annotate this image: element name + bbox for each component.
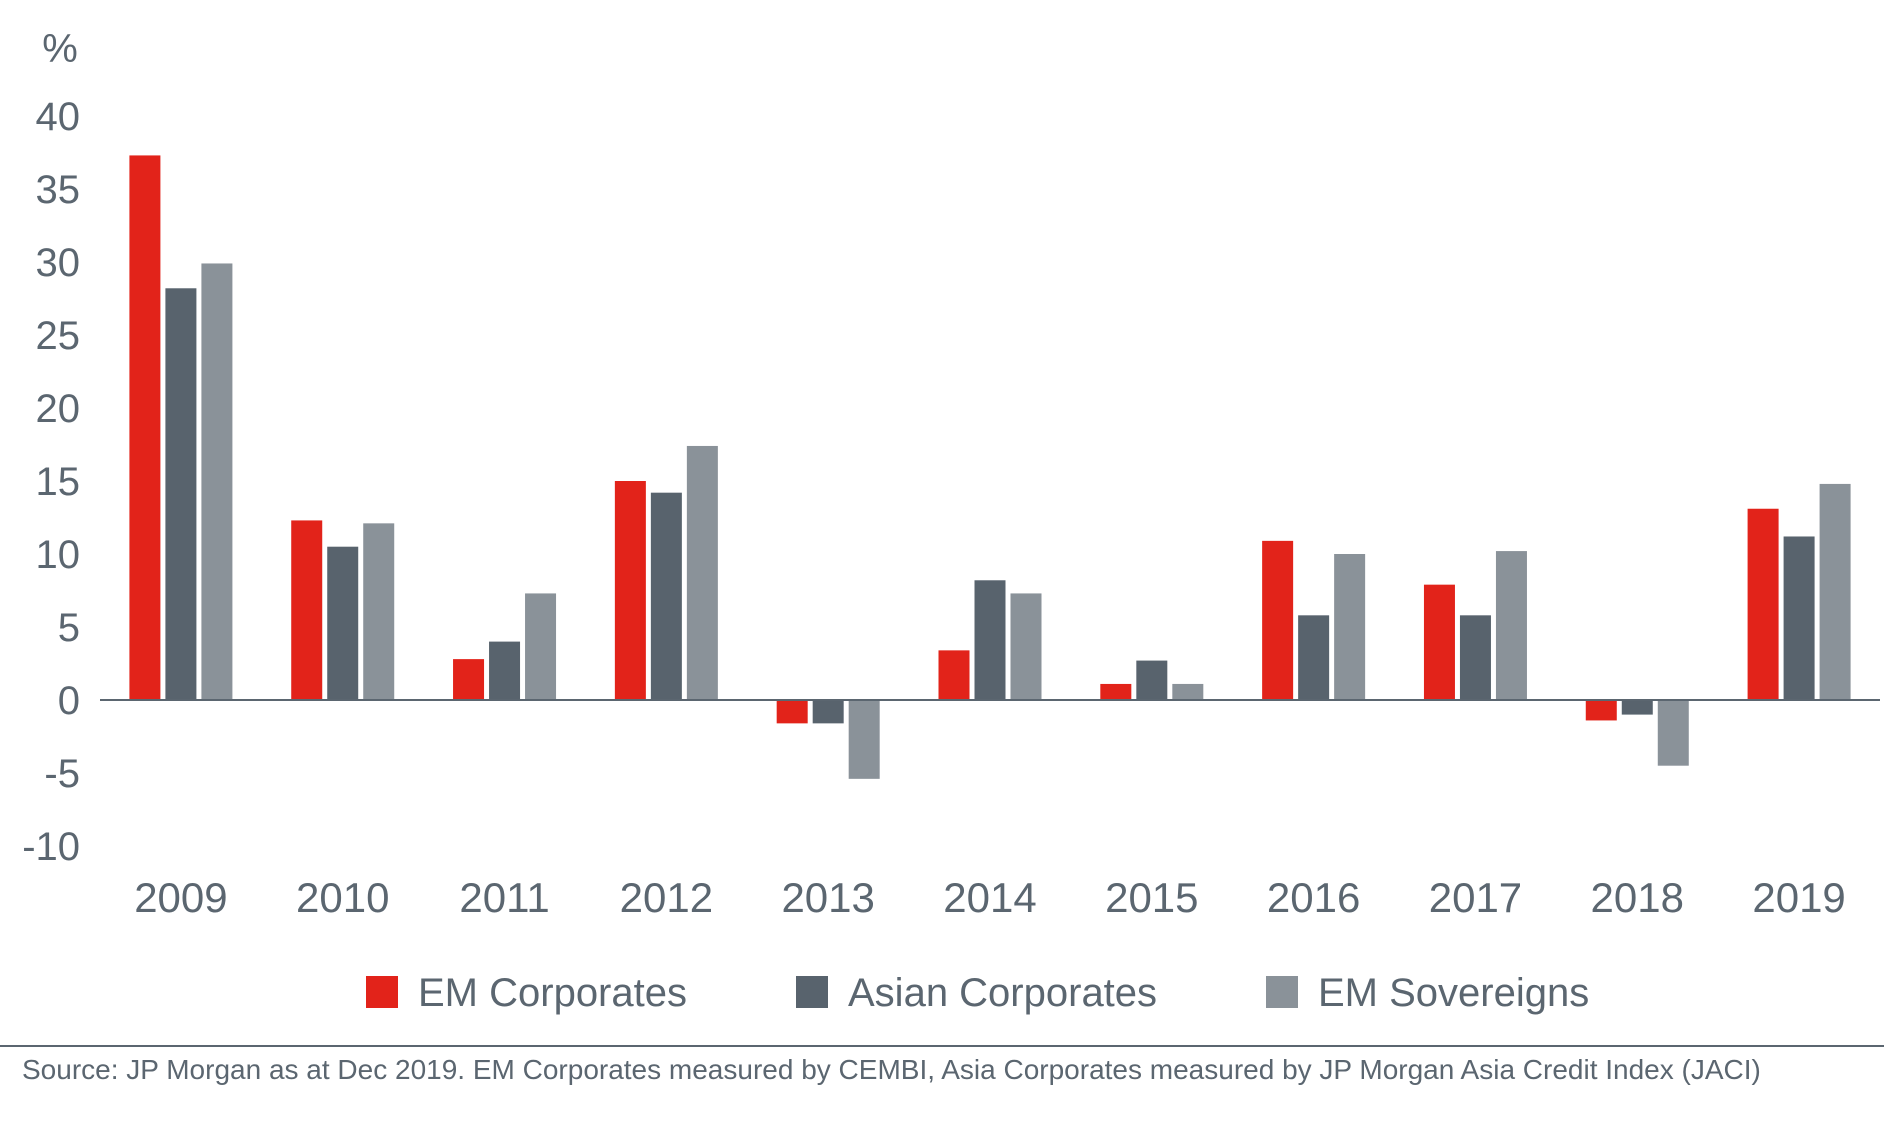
bar-em-sovereigns-2014 (1010, 593, 1042, 700)
legend-swatch (1266, 976, 1298, 1008)
bar-asian-corporates-2010 (327, 546, 359, 700)
bar-em-sovereigns-2019 (1819, 483, 1851, 700)
bar-asian-corporates-2016 (1298, 615, 1330, 700)
y-axis-unit-label: % (42, 27, 78, 71)
y-tick-label: 15 (36, 460, 81, 504)
y-tick-label: -5 (44, 752, 80, 796)
bar-em-corporates-2015 (1100, 683, 1132, 700)
bar-em-corporates-2016 (1262, 540, 1294, 700)
bar-asian-corporates-2009 (165, 288, 197, 700)
bar-em-corporates-2012 (614, 481, 646, 700)
legend-swatch (366, 976, 398, 1008)
bar-em-sovereigns-2015 (1172, 683, 1204, 700)
bar-em-corporates-2013 (776, 700, 808, 724)
bar-asian-corporates-2014 (974, 580, 1006, 700)
y-tick-label: 25 (36, 314, 81, 358)
x-tick-label: 2017 (1429, 874, 1522, 921)
legend-swatch (796, 976, 828, 1008)
bar-asian-corporates-2017 (1459, 615, 1491, 700)
x-tick-label: 2009 (134, 874, 227, 921)
x-tick-label: 2012 (620, 874, 713, 921)
y-axis-ticks: 40 35 30 25 20 15 10 5 0 -5 -10 (22, 95, 80, 869)
legend-label: Asian Corporates (848, 971, 1157, 1015)
legend-label: EM Sovereigns (1318, 971, 1589, 1015)
bar-asian-corporates-2012 (650, 492, 682, 700)
bar-em-corporates-2009 (129, 155, 161, 701)
bar-em-corporates-2017 (1423, 584, 1455, 700)
y-tick-label: 30 (36, 241, 81, 285)
bar-em-sovereigns-2017 (1495, 551, 1527, 700)
legend: EM Corporates Asian Corporates EM Sovereig… (366, 971, 1589, 1015)
bar-em-corporates-2011 (453, 659, 485, 700)
x-tick-label: 2010 (296, 874, 389, 921)
y-tick-label: 20 (36, 387, 81, 431)
bar-asian-corporates-2011 (489, 641, 521, 700)
bar-em-sovereigns-2011 (525, 593, 557, 700)
bar-em-sovereigns-2012 (686, 445, 718, 700)
y-tick-label: 10 (36, 533, 81, 577)
y-tick-label: 40 (36, 95, 81, 139)
y-tick-label: 0 (58, 679, 80, 723)
y-tick-label: 35 (36, 168, 81, 212)
y-tick-label: 5 (58, 606, 80, 650)
bar-em-corporates-2018 (1585, 700, 1617, 721)
bar-em-corporates-2010 (291, 520, 323, 700)
x-tick-label: 2014 (943, 874, 1036, 921)
source-note: Source: JP Morgan as at Dec 2019. EM Cor… (22, 1054, 1761, 1085)
source-divider (0, 1045, 1884, 1047)
x-tick-label: 2011 (459, 874, 549, 921)
bar-asian-corporates-2015 (1136, 660, 1168, 700)
bar-em-corporates-2014 (938, 650, 970, 700)
legend-label: EM Corporates (418, 971, 687, 1015)
x-tick-label: 2015 (1105, 874, 1198, 921)
x-axis-ticks: 2009 2010 2011 2012 2013 2014 2015 2016 2017 2018… (134, 874, 1846, 921)
bar-asian-corporates-2019 (1783, 536, 1815, 700)
x-tick-label: 2019 (1752, 874, 1845, 921)
y-tick-label: -10 (22, 825, 80, 869)
bar-em-sovereigns-2018 (1657, 700, 1689, 766)
x-tick-label: 2016 (1267, 874, 1360, 921)
bar-asian-corporates-2013 (812, 700, 844, 724)
bar-em-sovereigns-2013 (848, 700, 880, 779)
bar-em-sovereigns-2010 (363, 523, 395, 700)
x-tick-label: 2013 (781, 874, 874, 921)
bar-em-corporates-2019 (1747, 508, 1779, 700)
bar-series-group (129, 155, 1851, 779)
bar-asian-corporates-2018 (1621, 700, 1653, 715)
x-tick-label: 2018 (1591, 874, 1684, 921)
bar-em-sovereigns-2009 (201, 263, 233, 700)
bar-em-sovereigns-2016 (1334, 554, 1366, 700)
